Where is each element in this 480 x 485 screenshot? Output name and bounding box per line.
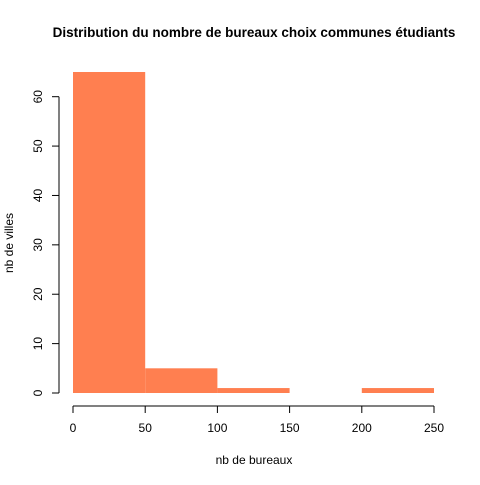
histogram-bar-5: [361, 388, 434, 393]
y-tick-label: 30: [31, 238, 45, 252]
y-tick-label: 10: [31, 337, 45, 351]
y-tick-label: 60: [31, 90, 45, 104]
x-tick-label: 50: [139, 421, 153, 435]
x-axis-label: nb de bureaux: [216, 453, 293, 467]
histogram-bar-1: [73, 72, 146, 393]
bars-group: [73, 72, 434, 393]
x-tick-label: 0: [70, 421, 77, 435]
x-tick-label: 150: [280, 421, 300, 435]
x-tick-label: 200: [352, 421, 372, 435]
y-tick-label: 0: [31, 389, 45, 396]
y-axis: 0 10 20 30 40 50 60: [31, 90, 60, 396]
histogram-bar-3: [217, 388, 290, 393]
x-tick-label: 250: [424, 421, 444, 435]
y-tick-label: 40: [31, 188, 45, 202]
x-tick-label: 100: [207, 421, 227, 435]
histogram-bar-2: [145, 368, 218, 393]
chart-title: Distribution du nombre de bureaux choix …: [53, 25, 456, 40]
x-axis: 0 50 100 150 200 250: [70, 405, 444, 435]
y-axis-label: nb de villes: [2, 213, 16, 273]
y-tick-label: 20: [31, 287, 45, 301]
y-tick-label: 50: [31, 139, 45, 153]
